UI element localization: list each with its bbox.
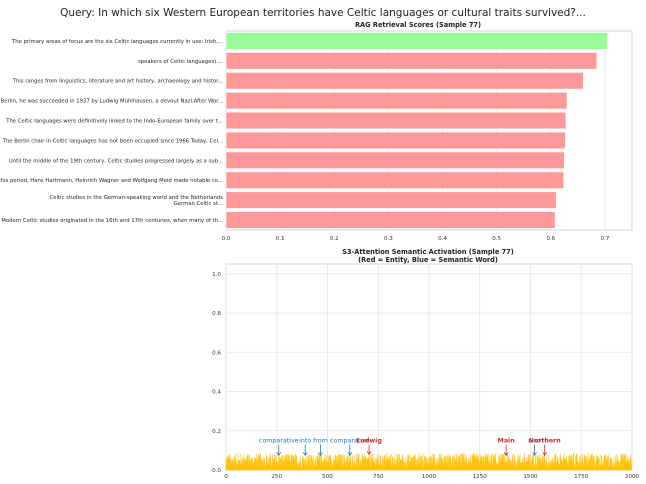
attention-y-ticks: 0.0 0.2 0.4 0.6 0.8 1.0 (212, 272, 221, 474)
retrieval-passage-label: In Berlin, he was succeeded in 1937 by L… (0, 99, 223, 105)
annotation-arrowhead (347, 452, 353, 457)
attention-y-tick-label: 0.2 (212, 429, 221, 435)
figure-suptitle: Query: In which six Western European ter… (60, 7, 586, 19)
attention-x-tick-label: 1000 (422, 474, 437, 480)
semantic-annotation: from (313, 438, 328, 445)
retrieval-bar (225, 52, 598, 70)
retrieval-bar-top (225, 32, 608, 50)
annotation-arrowhead (532, 452, 537, 457)
annotation-arrowhead (542, 452, 548, 457)
retrieval-passage-label: The Berlin chair in Celtic languages has… (2, 138, 224, 144)
entity-annotation: Main (498, 438, 515, 445)
annotation-arrowhead (318, 452, 323, 457)
retrieval-bar (225, 191, 557, 209)
retrieval-x-tick-label: 0.5 (492, 236, 501, 242)
attention-x-tick-label: 1250 (473, 474, 488, 480)
attention-y-tick-label: 0.0 (212, 468, 221, 474)
retrieval-passage-label: Celtic studies in the German-speaking wo… (50, 195, 224, 201)
attention-activation-area (225, 452, 632, 471)
retrieval-scores-panel: RAG Retrieval Scores (Sample 77) The pri… (0, 21, 633, 242)
attention-y-tick-label: 0.4 (212, 390, 221, 396)
retrieval-bar (225, 151, 565, 170)
annotation-arrowhead (366, 451, 372, 456)
attention-x-tick-label: 0 (224, 474, 228, 480)
retrieval-x-tick-label: 0.6 (546, 236, 555, 242)
retrieval-bar (225, 72, 584, 90)
retrieval-x-tick-label: 0.3 (384, 236, 393, 242)
attention-x-tick-label: 750 (373, 474, 384, 480)
retrieval-x-tick-label: 0.1 (276, 236, 285, 242)
retrieval-passage-label: This ranges from linguistics, literature… (12, 79, 224, 85)
retrieval-passage-label: German Celtic st... (174, 201, 224, 207)
retrieval-bar (225, 91, 568, 110)
retrieval-x-ticks: 0.0 0.1 0.2 0.3 0.4 0.5 0.6 0.7 (222, 236, 610, 242)
attention-x-tick-label: 2000 (625, 474, 640, 480)
annotation-arrowhead (302, 452, 308, 457)
attention-panel: S3-Attention Semantic Activation (Sample… (212, 248, 639, 480)
retrieval-passage-label: The primary areas of focus are the six C… (11, 39, 223, 45)
entity-annotation: Northern (529, 438, 561, 445)
annotation-arrowhead (503, 452, 509, 457)
retrieval-passage-label: speakers of Celtic languages).... (138, 59, 223, 65)
semantic-annotation: also (528, 438, 541, 445)
retrieval-passage-label: In this period, Hans Hartmann, Heinrich … (0, 178, 223, 184)
attention-y-tick-label: 0.6 (212, 350, 221, 356)
retrieval-bar (225, 131, 566, 150)
retrieval-passage-label: Until the middle of the 19th century, Ce… (9, 158, 223, 164)
semantic-annotation: comparative (330, 438, 370, 445)
retrieval-bar (225, 111, 567, 130)
retrieval-chart-title: RAG Retrieval Scores (Sample 77) (355, 21, 481, 29)
retrieval-x-tick-label: 0.2 (330, 236, 339, 242)
attention-x-ticks: 0 250 500 750 1000 1250 1500 1750 2000 (224, 474, 639, 480)
attention-y-tick-label: 0.8 (212, 311, 221, 317)
retrieval-passage-label: Modern Celtic studies originated in the … (1, 218, 223, 224)
retrieval-y-labels: The primary areas of focus are the six C… (0, 39, 223, 224)
retrieval-x-tick-label: 0.7 (600, 236, 609, 242)
annotation-arrowhead (276, 452, 282, 457)
semantic-annotation: into (299, 438, 311, 445)
attention-chart-title: S3-Attention Semantic Activation (Sample… (342, 248, 514, 256)
attention-x-tick-label: 1500 (523, 474, 538, 480)
retrieval-bar (225, 171, 565, 189)
retrieval-passage-label: The Celtic languages were definitively l… (5, 118, 223, 124)
retrieval-x-tick-label: 0.4 (438, 236, 447, 242)
retrieval-bars (225, 32, 608, 229)
semantic-annotation: comparative (259, 438, 299, 445)
retrieval-bar (225, 211, 556, 229)
attention-x-tick-label: 1750 (574, 474, 589, 480)
attention-x-tick-label: 250 (271, 474, 282, 480)
retrieval-x-tick-label: 0.0 (222, 236, 231, 242)
entity-annotation: Ludwig (356, 438, 382, 445)
attention-chart-subtitle: (Red = Entity, Blue = Semantic Word) (358, 256, 498, 264)
attention-x-tick-label: 500 (322, 474, 333, 480)
attention-y-tick-label: 1.0 (212, 272, 221, 278)
